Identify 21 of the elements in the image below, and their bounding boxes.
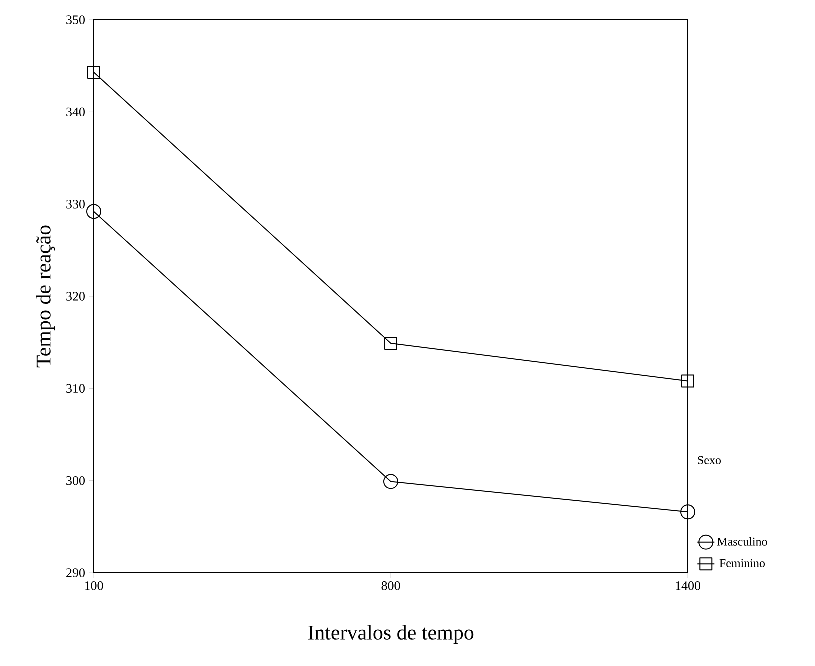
x-tick-label: 1400: [676, 582, 701, 590]
point: [384, 474, 399, 490]
y-tick-label: 320: [66, 292, 85, 301]
x-tick-label: 100: [85, 582, 104, 590]
legend-label: Feminino: [720, 559, 766, 568]
point: [384, 337, 398, 350]
legend-label: Masculino: [717, 537, 768, 546]
legend-title: Sexo: [698, 456, 722, 464]
y-axis-title: Tempo de reação: [36, 226, 56, 368]
y-tick-label: 340: [66, 108, 85, 117]
point: [682, 374, 695, 388]
point: [88, 66, 100, 80]
point: [86, 204, 102, 220]
y-tick-label: 290: [66, 568, 85, 578]
y-tick-label: 310: [66, 384, 85, 394]
x-axis-title: Intervalos de tempo: [308, 625, 474, 644]
point: [680, 504, 696, 520]
y-tick-label: 300: [66, 476, 85, 486]
x-tick-label: 800: [382, 582, 400, 590]
y-tick-label: 350: [66, 16, 85, 24]
y-tick-label: 330: [66, 200, 85, 209]
